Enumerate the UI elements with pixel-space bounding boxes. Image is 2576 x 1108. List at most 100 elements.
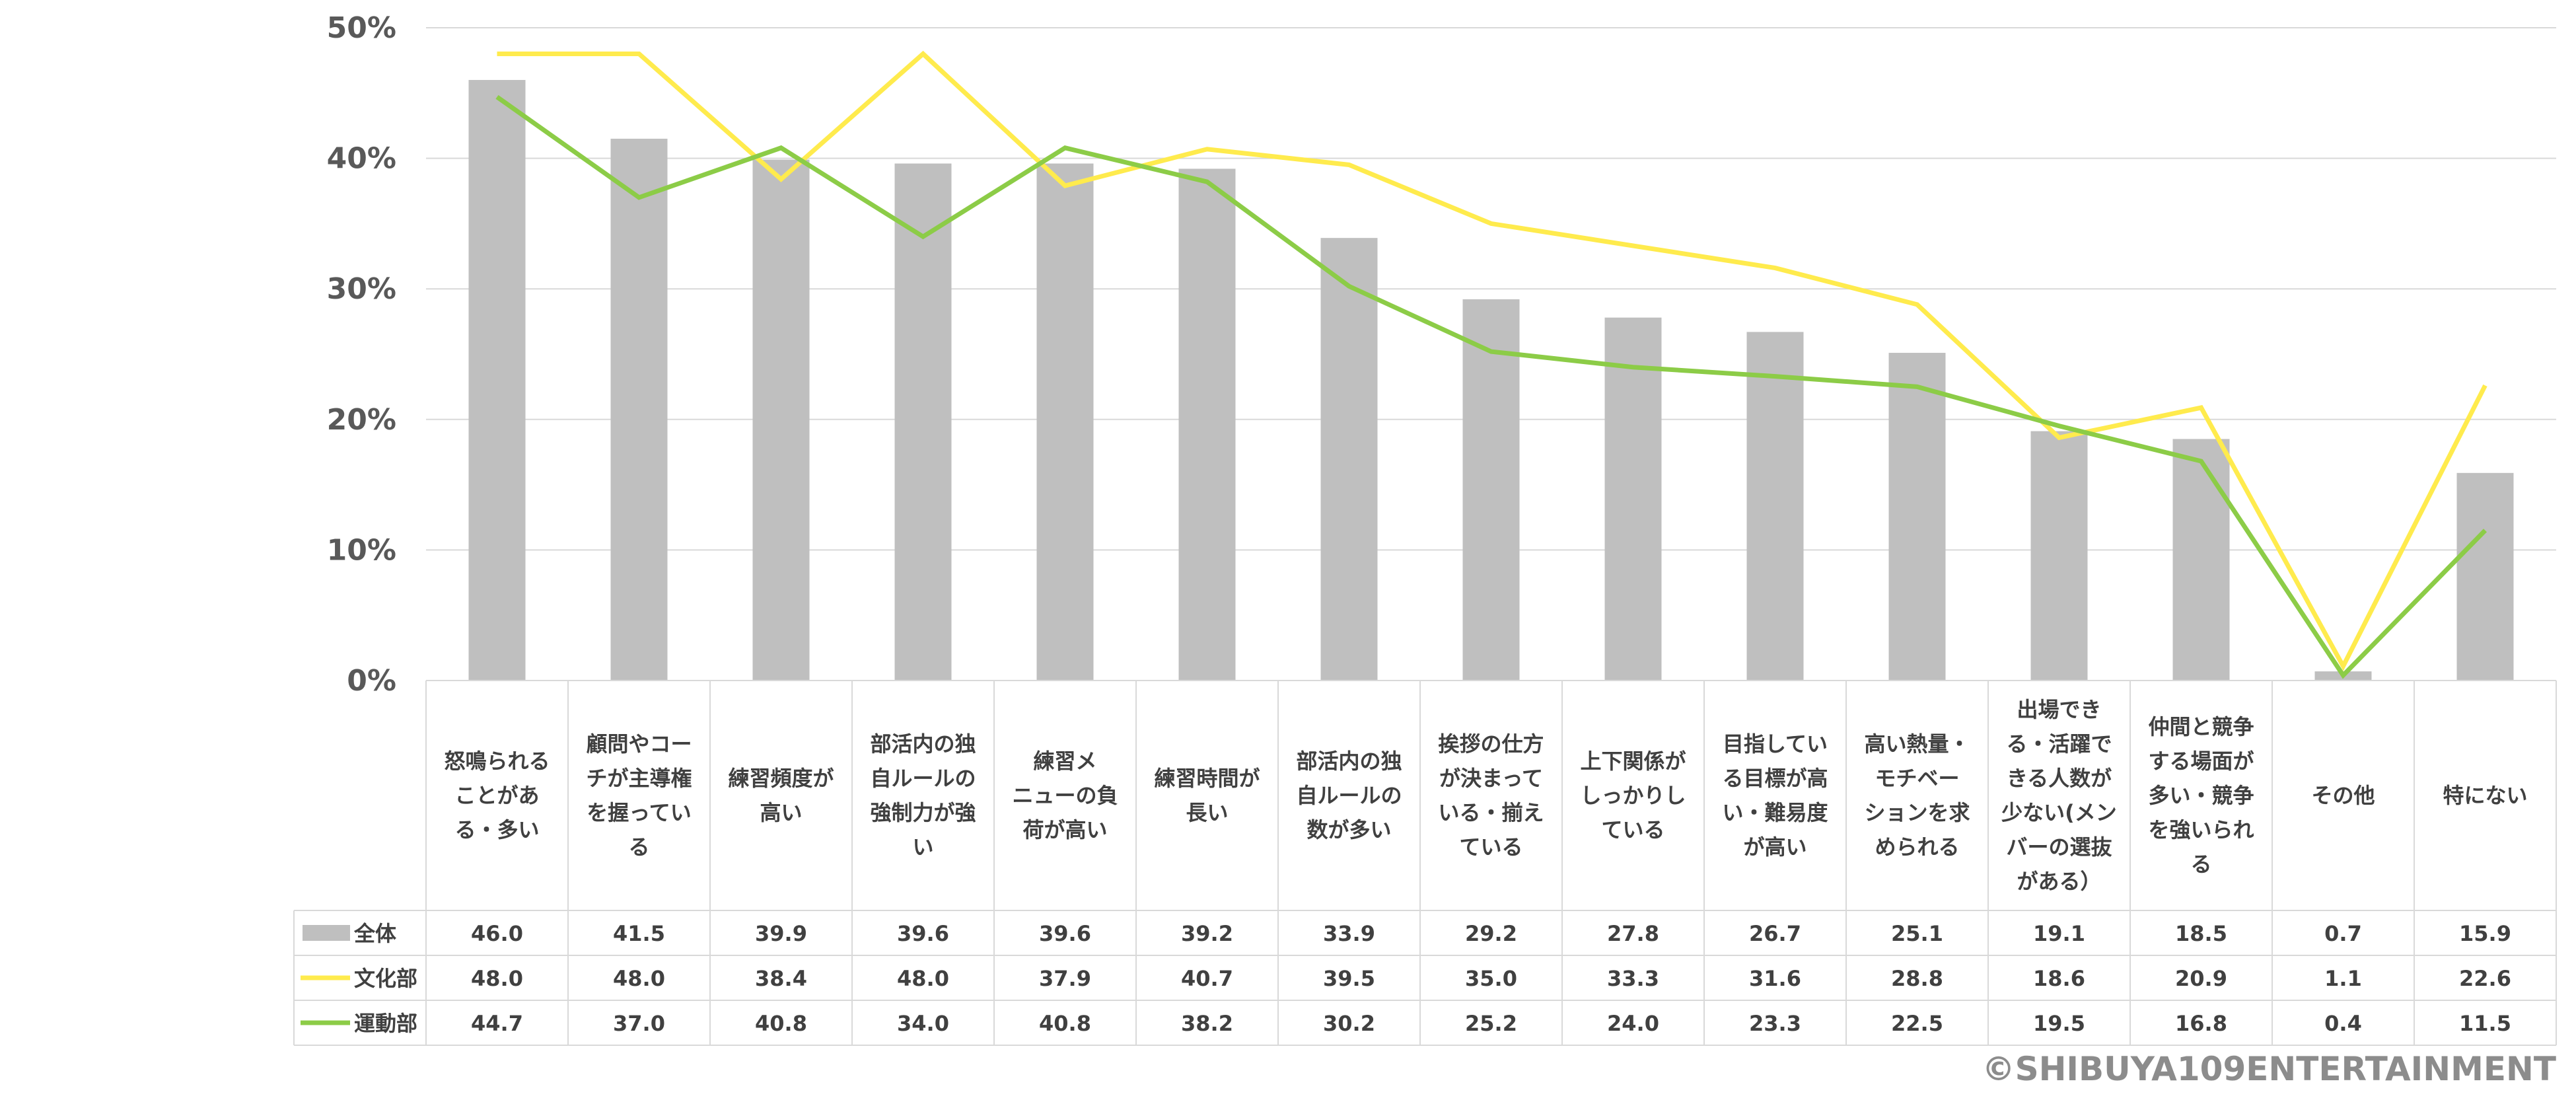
category-label: 部活内の独 <box>870 731 976 757</box>
category-label: 高い <box>760 800 802 825</box>
series-line-2 <box>495 94 2487 679</box>
bar <box>468 80 526 681</box>
category-label: 練習時間が <box>1154 766 1260 791</box>
bar <box>1746 332 1804 681</box>
bar <box>1178 168 1236 681</box>
category-label: しっかりし <box>1580 783 1686 808</box>
data-label: 46.0 <box>471 921 523 946</box>
category-label: 特にない <box>2443 783 2527 808</box>
data-label: 44.7 <box>471 1011 523 1036</box>
category-label: その他 <box>2311 783 2375 808</box>
category-label: る <box>628 834 649 860</box>
data-label: 29.2 <box>1465 921 1517 946</box>
data-label: 19.1 <box>2033 921 2085 946</box>
category-label: められる <box>1875 834 1959 860</box>
category-label: いる・揃え <box>1438 800 1544 825</box>
category-label: 数が多い <box>1306 817 1391 842</box>
data-label: 39.6 <box>1039 921 1091 946</box>
data-label: 20.9 <box>2175 966 2227 991</box>
category-label: い・難易度 <box>1722 800 1828 825</box>
category-label: 少ない(メン <box>2001 800 2117 825</box>
data-label: 38.4 <box>755 966 807 991</box>
data-label: 24.0 <box>1607 1011 1659 1036</box>
legend-key-bar <box>303 925 350 941</box>
category-label: ている <box>1601 817 1664 842</box>
category-label: 荷が高い <box>1022 817 1107 842</box>
bar <box>1462 299 1520 681</box>
data-label: 39.5 <box>1323 966 1375 991</box>
data-label: 1.1 <box>2324 966 2362 991</box>
category-label: チが主導権 <box>586 766 692 791</box>
category-label: 目指してい <box>1723 731 1828 757</box>
data-label: 34.0 <box>897 1011 949 1036</box>
y-tick-label: 30% <box>327 272 396 306</box>
data-label: 18.5 <box>2175 921 2227 946</box>
y-tick-label: 40% <box>327 142 396 176</box>
category-label: 怒鳴られる <box>444 749 550 774</box>
y-tick-label: 0% <box>347 664 396 698</box>
data-label: 37.0 <box>613 1011 665 1036</box>
data-label: 33.9 <box>1323 921 1375 946</box>
data-label: 48.0 <box>613 966 665 991</box>
series-line-1 <box>497 50 2487 671</box>
data-label: 40.8 <box>1039 1011 1091 1036</box>
data-label: 25.1 <box>1891 921 1943 946</box>
y-tick-label: 50% <box>327 11 396 45</box>
category-label: 自ルールの <box>1296 783 1402 808</box>
category-label: を握ってい <box>587 800 691 825</box>
category-label: い <box>912 834 933 860</box>
bar <box>1604 317 1662 681</box>
category-label: きる人数が <box>2007 766 2112 791</box>
y-tick-label: 10% <box>327 533 396 567</box>
data-label: 27.8 <box>1607 921 1659 946</box>
y-axis-ticks: 0% 10% 20% 30% 40% 50% <box>327 11 396 698</box>
bar-series <box>468 80 2514 681</box>
legend-label: 文化部 <box>354 966 417 991</box>
data-label: 41.5 <box>613 921 665 946</box>
category-label: 挨拶の仕方 <box>1438 731 1544 757</box>
data-label: 0.7 <box>2324 921 2362 946</box>
category-label: ている <box>1459 834 1522 860</box>
data-label: 39.9 <box>755 921 807 946</box>
data-label: 39.6 <box>897 921 949 946</box>
data-label: 31.6 <box>1749 966 1801 991</box>
bar <box>2456 472 2514 681</box>
category-label: 上下関係が <box>1580 749 1686 774</box>
category-label: 多い・競争 <box>2148 783 2254 808</box>
bar <box>752 159 810 681</box>
copyright-text: ©SHIBUYA109ENTERTAINMENT <box>1982 1050 2556 1088</box>
data-label: 22.6 <box>2459 966 2511 991</box>
category-label: る <box>2190 852 2211 877</box>
bar <box>2172 439 2230 681</box>
data-label: 0.4 <box>2324 1011 2362 1036</box>
category-label: 長い <box>1186 800 1228 825</box>
bar <box>1888 353 1946 681</box>
category-label: がある） <box>2017 869 2101 894</box>
legend-label: 全体 <box>353 921 396 946</box>
category-label: 仲間と競争 <box>2148 714 2254 739</box>
category-label: 強制力が強 <box>870 800 976 825</box>
bar <box>894 163 952 681</box>
data-label: 28.8 <box>1891 966 1943 991</box>
category-label: 高い熱量・ <box>1864 731 1970 757</box>
category-label: する場面が <box>2148 749 2254 774</box>
bar <box>1320 238 1378 681</box>
bar <box>2030 431 2088 681</box>
data-label: 35.0 <box>1465 966 1517 991</box>
line-series <box>495 50 2487 679</box>
category-label: モチベー <box>1875 766 1959 791</box>
category-label: 出場でき <box>2017 697 2101 722</box>
data-label: 18.6 <box>2033 966 2085 991</box>
category-label: ションを求 <box>1864 800 1970 825</box>
category-label: ニューの負 <box>1012 783 1118 808</box>
data-label: 38.2 <box>1181 1011 1233 1036</box>
category-label: る・多い <box>454 817 539 842</box>
data-label: 39.2 <box>1181 921 1233 946</box>
y-tick-label: 20% <box>327 403 396 437</box>
category-label: が高い <box>1743 834 1807 860</box>
data-label: 19.5 <box>2033 1011 2085 1036</box>
data-label: 23.3 <box>1749 1011 1801 1036</box>
category-label: 練習頻度が <box>728 766 834 791</box>
